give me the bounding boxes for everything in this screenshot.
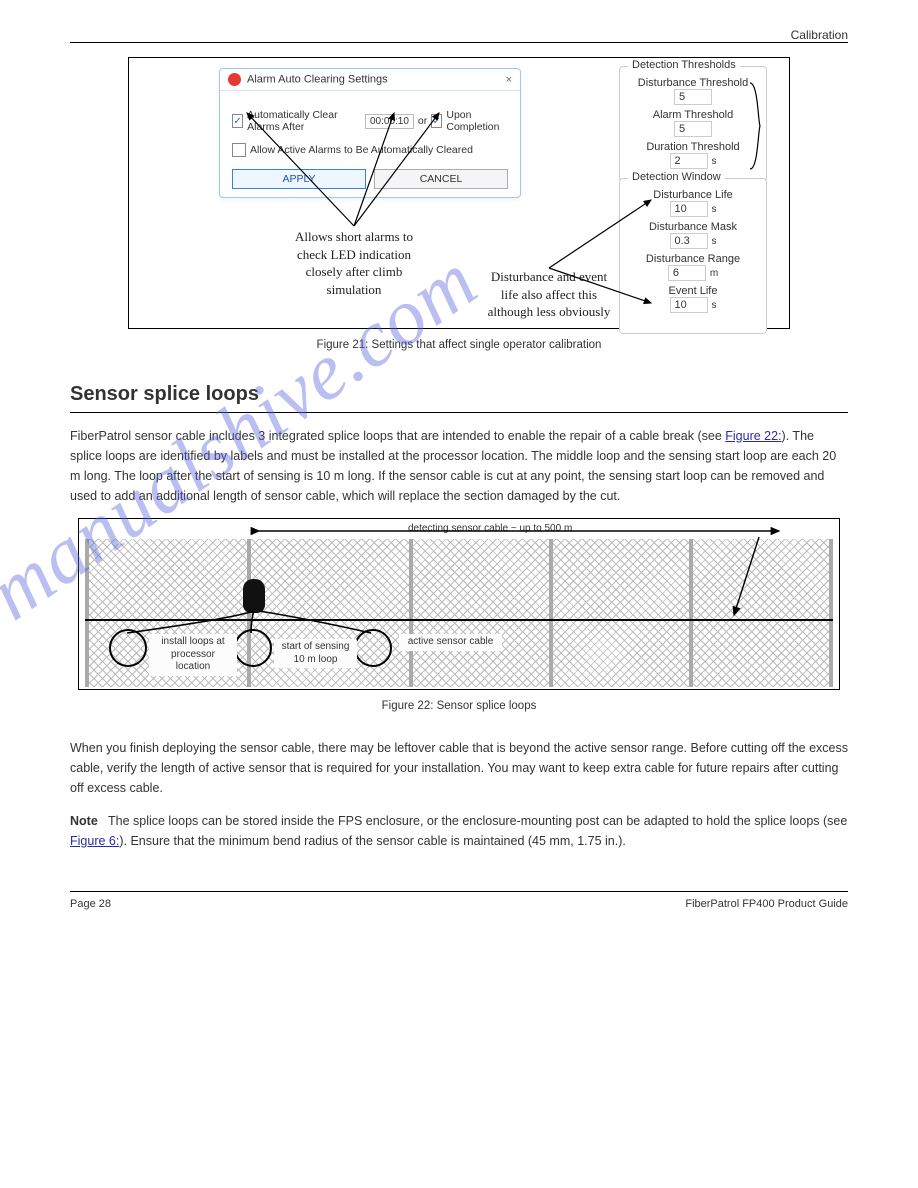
note-disturbance-event: Disturbance and event life also affect t… bbox=[459, 268, 639, 321]
paragraph-leftover-cable: When you finish deploying the sensor cab… bbox=[70, 738, 848, 798]
threshold-brace-icon bbox=[748, 81, 762, 171]
link-figure6[interactable]: Figure 6: bbox=[70, 834, 119, 848]
thresholds-legend: Detection Thresholds bbox=[628, 59, 740, 71]
alarm-threshold-field[interactable]: 5 bbox=[674, 121, 712, 137]
window-legend: Detection Window bbox=[628, 171, 725, 183]
splice-loop bbox=[354, 629, 392, 667]
label-start-sensing: start of sensing 10 m loop bbox=[274, 639, 357, 668]
detection-thresholds-group: Detection Thresholds Disturbance Thresho… bbox=[619, 66, 767, 182]
note-label: Note bbox=[70, 814, 98, 828]
footer-page: Page 28 bbox=[70, 898, 111, 910]
disturbance-life-field[interactable]: 10 bbox=[670, 201, 708, 217]
fence-post bbox=[85, 539, 89, 687]
note-short-alarms: Allows short alarms to check LED indicat… bbox=[269, 228, 439, 298]
allow-active-label: Allow Active Alarms to Be Automatically … bbox=[250, 144, 473, 156]
apply-button[interactable]: APPLY bbox=[232, 169, 366, 189]
dialog-logo-icon bbox=[228, 73, 241, 86]
disturbance-range-field[interactable]: 6 bbox=[668, 265, 706, 281]
alarm-threshold-label: Alarm Threshold bbox=[628, 109, 758, 121]
close-icon[interactable]: × bbox=[506, 74, 512, 86]
fence-post bbox=[829, 539, 833, 687]
figure21-caption: Figure 21: Settings that affect single o… bbox=[70, 339, 848, 351]
duration-threshold-field[interactable]: 2 bbox=[670, 153, 708, 169]
duration-threshold-unit: s bbox=[712, 156, 717, 167]
label-active-cable: active sensor cable bbox=[399, 634, 502, 651]
section-rule bbox=[70, 412, 848, 413]
figure22-box: install loops at processor location star… bbox=[78, 518, 840, 690]
auto-clear-label: Automatically Clear Alarms After bbox=[247, 109, 361, 133]
splice-loop bbox=[234, 629, 272, 667]
auto-clear-or: or bbox=[418, 115, 427, 127]
cancel-button[interactable]: CANCEL bbox=[374, 169, 508, 189]
dialog-title: Alarm Auto Clearing Settings bbox=[247, 73, 388, 85]
paragraph-splice-loops: FiberPatrol sensor cable includes 3 inte… bbox=[70, 426, 848, 506]
label-detect-length: detecting sensor cable ~ up to 500 m bbox=[404, 521, 576, 538]
header-rule bbox=[70, 42, 848, 43]
auto-clear-checkbox[interactable]: ✓ bbox=[232, 114, 243, 128]
allow-active-checkbox[interactable] bbox=[232, 143, 246, 157]
alarm-auto-clearing-dialog: Alarm Auto Clearing Settings × ✓ Automat… bbox=[219, 68, 521, 198]
figure22-caption: Figure 22: Sensor splice loops bbox=[70, 700, 848, 712]
disturbance-mask-label: Disturbance Mask bbox=[628, 221, 758, 233]
figure21-box: Alarm Auto Clearing Settings × ✓ Automat… bbox=[128, 57, 790, 329]
header-section: Calibration bbox=[70, 28, 848, 42]
auto-clear-time-field[interactable]: 00:00:10 bbox=[365, 114, 414, 129]
note-block: Note The splice loops can be stored insi… bbox=[70, 811, 848, 851]
label-install-loops: install loops at processor location bbox=[149, 634, 237, 676]
disturbance-mask-field[interactable]: 0.3 bbox=[670, 233, 708, 249]
upon-completion-label: Upon Completion bbox=[446, 109, 508, 133]
disturbance-range-label: Disturbance Range bbox=[628, 253, 758, 265]
event-life-label: Event Life bbox=[628, 285, 758, 297]
detection-window-group: Detection Window Disturbance Life10s Dis… bbox=[619, 178, 767, 334]
splice-loop bbox=[109, 629, 147, 667]
event-life-field[interactable]: 10 bbox=[670, 297, 708, 313]
disturbance-threshold-label: Disturbance Threshold bbox=[628, 77, 758, 89]
fence-post bbox=[689, 539, 693, 687]
sensor-device bbox=[243, 579, 265, 613]
section-sensor-splice-loops: Sensor splice loops bbox=[70, 383, 848, 406]
sensor-cable bbox=[85, 619, 833, 621]
link-figure22[interactable]: Figure 22: bbox=[725, 429, 781, 443]
disturbance-life-label: Disturbance Life bbox=[628, 189, 758, 201]
fence-post bbox=[409, 539, 413, 687]
footer-doc: FiberPatrol FP400 Product Guide bbox=[685, 898, 848, 910]
upon-completion-checkbox[interactable]: ✓ bbox=[431, 114, 442, 128]
disturbance-threshold-field[interactable]: 5 bbox=[674, 89, 712, 105]
duration-threshold-label: Duration Threshold bbox=[628, 141, 758, 153]
page-footer: Page 28 FiberPatrol FP400 Product Guide bbox=[70, 891, 848, 910]
fence-post bbox=[549, 539, 553, 687]
